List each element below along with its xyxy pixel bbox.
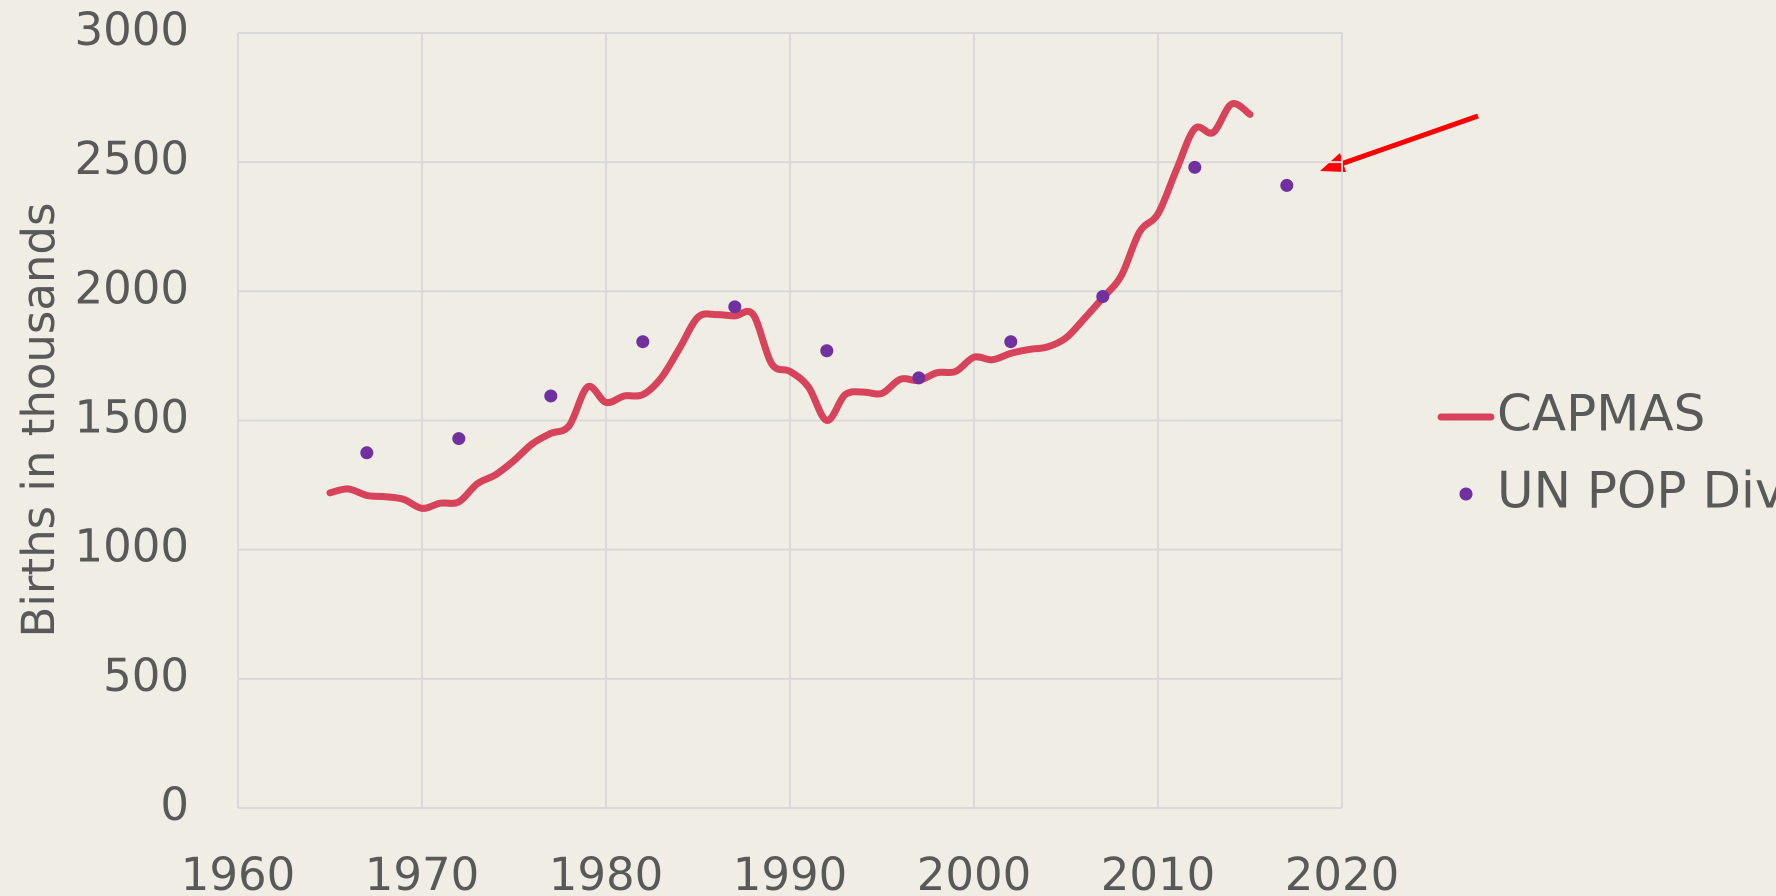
x-tick-label: 1970 <box>365 848 480 896</box>
y-axis-title: Births in thousands <box>12 203 65 638</box>
x-tick-label: 1960 <box>181 848 296 896</box>
y-tick-label: 2000 <box>74 261 189 314</box>
data-point <box>1004 335 1018 349</box>
legend-label: UN POP Div <box>1497 462 1776 520</box>
x-tick-label: 2010 <box>1101 848 1216 896</box>
y-tick-label: 500 <box>103 649 189 702</box>
arrow-shaft <box>1337 113 1479 168</box>
x-tick-label: 1990 <box>733 848 848 896</box>
data-point <box>1280 178 1294 192</box>
data-point <box>452 432 466 446</box>
data-point <box>820 344 834 358</box>
data-point <box>360 446 374 460</box>
data-point <box>1188 160 1202 174</box>
legend-swatch <box>1459 487 1473 501</box>
y-tick-label: 1000 <box>74 520 189 573</box>
x-tick-label: 2020 <box>1285 848 1400 896</box>
y-tick-label: 2500 <box>74 132 189 185</box>
data-point <box>636 335 650 349</box>
data-point <box>544 389 558 403</box>
data-point <box>728 300 742 314</box>
y-tick-label: 1500 <box>74 391 189 444</box>
data-point <box>912 371 926 385</box>
x-tick-label: 2000 <box>917 848 1032 896</box>
data-line <box>326 100 1254 512</box>
legend-label: CAPMAS <box>1497 385 1705 443</box>
x-tick-label: 1980 <box>549 848 664 896</box>
data-point <box>1096 290 1110 303</box>
y-tick-label: 0 <box>160 778 189 831</box>
y-tick-label: 3000 <box>74 3 189 56</box>
